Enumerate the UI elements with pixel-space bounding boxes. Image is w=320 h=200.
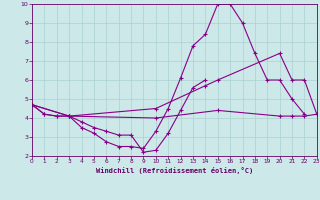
- X-axis label: Windchill (Refroidissement éolien,°C): Windchill (Refroidissement éolien,°C): [96, 167, 253, 174]
